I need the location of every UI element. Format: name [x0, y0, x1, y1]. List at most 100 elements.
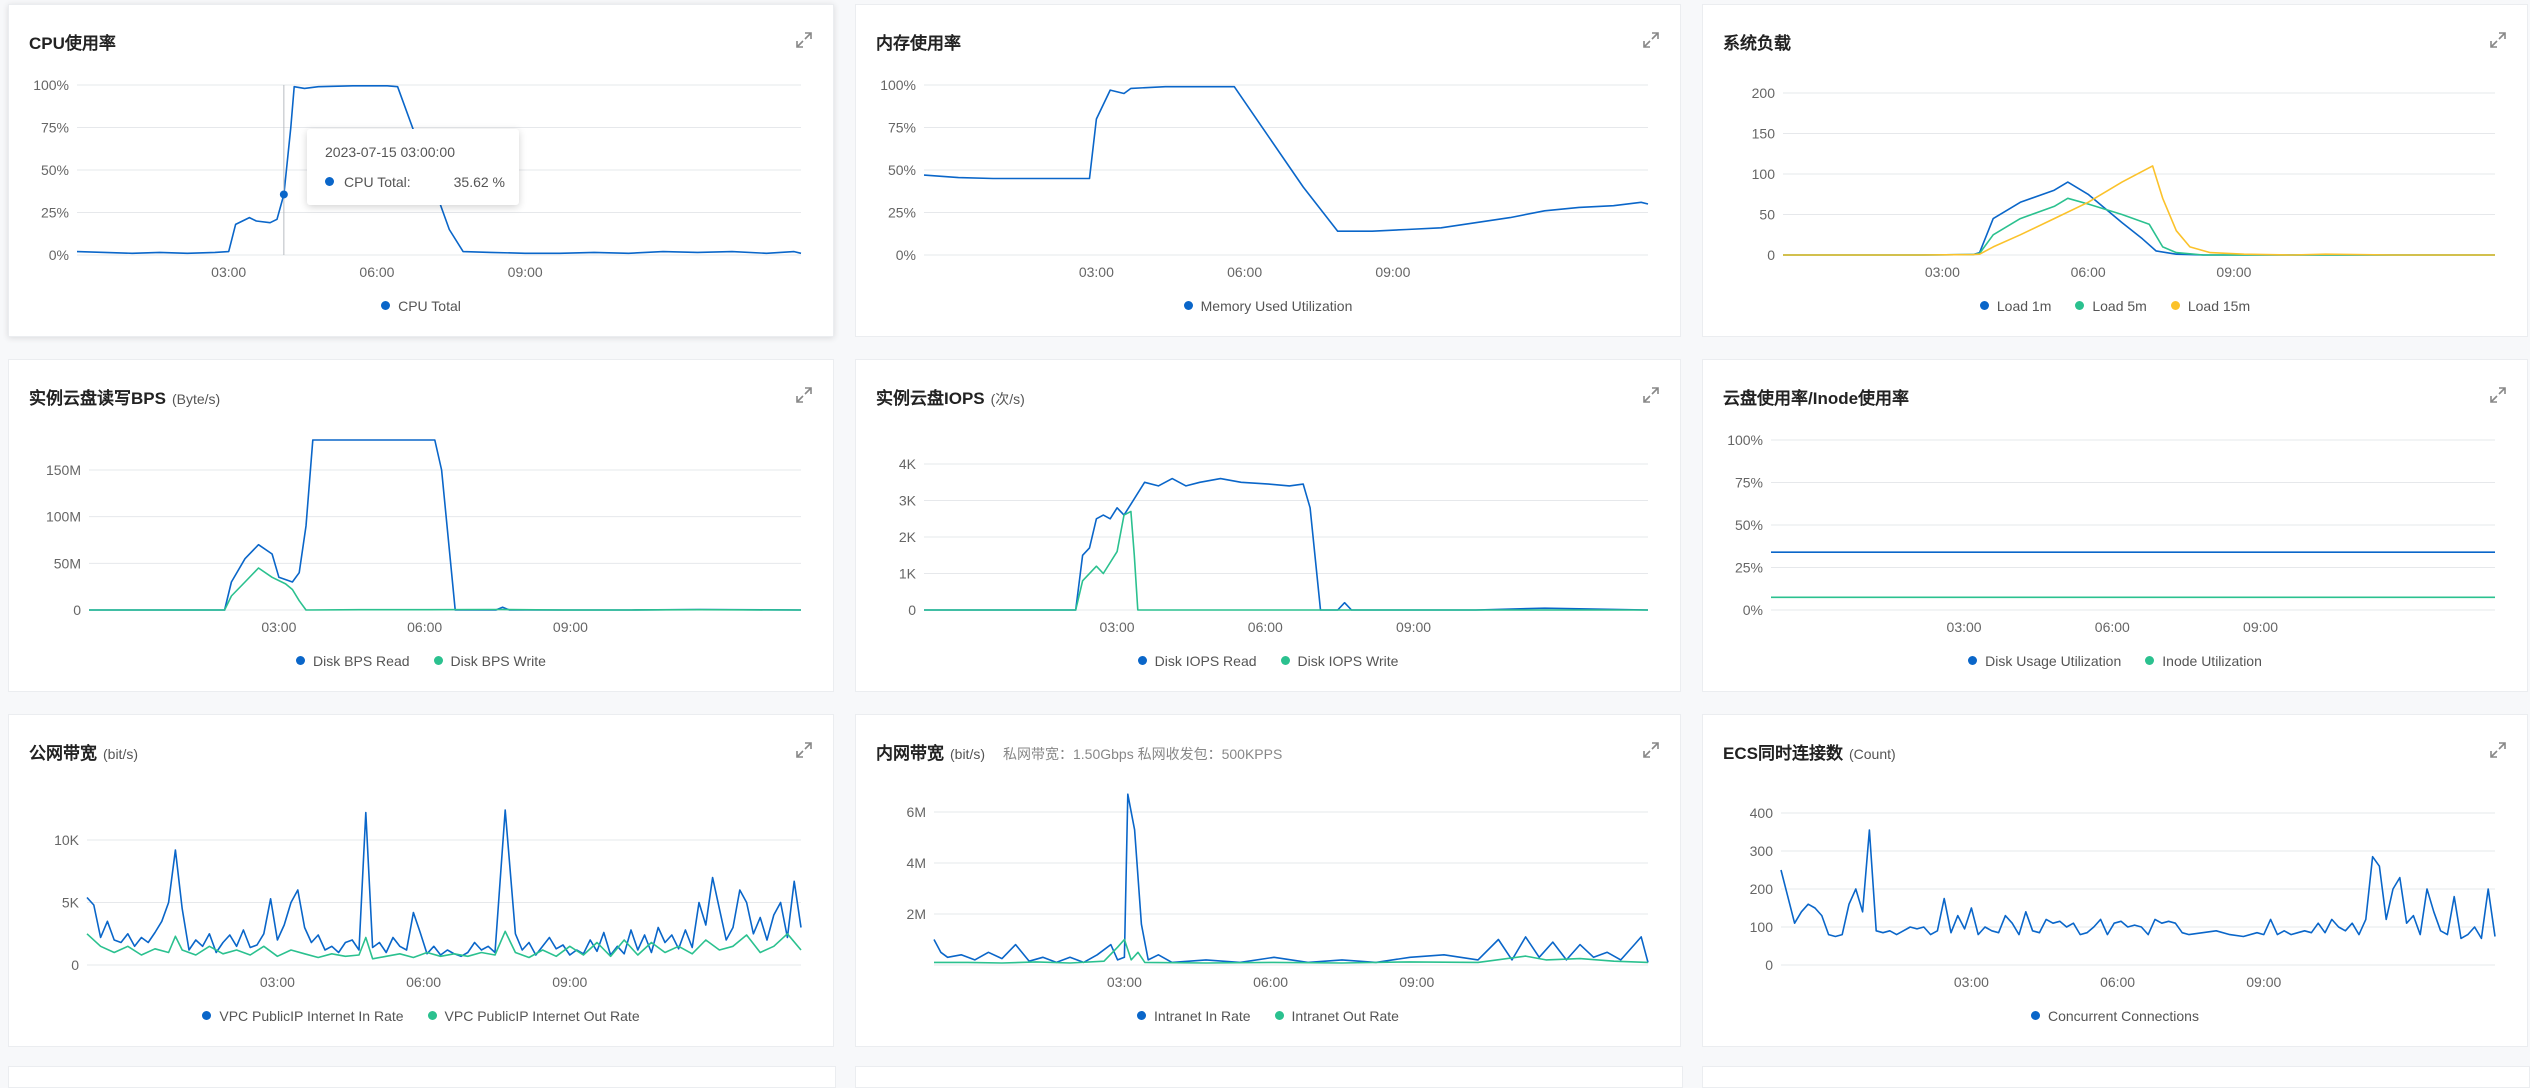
y-tick-label: 3K [899, 493, 917, 509]
chart-tooltip: 2023-07-15 03:00:00 CPU Total: 35.62 % [307, 129, 519, 205]
legend-dot [2145, 656, 2155, 665]
legend-label: Disk Usage Utilization [1985, 653, 2122, 669]
legend-dot [1968, 656, 1978, 665]
x-tick-label: 06:00 [359, 264, 394, 280]
legend-label: Disk IOPS Write [1297, 653, 1399, 669]
legend-item[interactable]: Disk BPS Read [296, 653, 410, 669]
legend-item[interactable]: Load 1m [1979, 298, 2051, 314]
disk-iops-chart: 4K 3K 2K 1K 0 03:00 06:00 09:00 [899, 456, 1649, 635]
y-tick-label: 150 [1752, 126, 1776, 142]
legend-label: Load 15m [2187, 298, 2251, 314]
panel-disk-usage: 云盘使用率/Inode使用率 100% 75% 50% 25% 0% 03:00 06:00… [1702, 359, 2528, 692]
legend-item[interactable]: Disk BPS Write [433, 653, 546, 669]
legend-dot [2170, 301, 2180, 310]
legend-item[interactable]: VPC PublicIP Internet Out Rate [427, 1008, 640, 1024]
y-tick-label: 10K [54, 832, 80, 848]
legend-label: Intranet Out Rate [1291, 1008, 1399, 1024]
expand-icon[interactable] [1642, 386, 1660, 404]
legend-dot [381, 301, 391, 310]
disk-bps-chart: 150M 100M 50M 0 03:00 06:00 09:00 [46, 439, 802, 635]
y-tick-label: 4M [907, 855, 926, 871]
legend-item[interactable]: Memory Used Utilization [1183, 298, 1352, 314]
legend-item[interactable]: Load 15m [2170, 298, 2251, 314]
expand-icon[interactable] [2489, 386, 2507, 404]
legend-dot [2031, 1011, 2040, 1020]
panel-disk-bps: 实例云盘读写BPS (Byte/s) 150M 100M 50M 0 03:00 06:00… [8, 359, 834, 692]
legend-dot [1280, 656, 1290, 665]
legend-dot [202, 1011, 212, 1020]
legend-item[interactable]: Intranet Out Rate [1274, 1008, 1399, 1024]
y-tick-label: 50% [41, 162, 69, 178]
y-tick-label: 2K [899, 529, 917, 545]
chart-legend: Disk IOPS Read Disk IOPS Write [856, 653, 1680, 669]
y-tick-label: 0 [71, 957, 79, 973]
legend-dot [1137, 656, 1147, 665]
y-tick-label: 6M [907, 804, 926, 820]
panel-title: 公网带宽 (bit/s) [29, 744, 138, 763]
y-tick-label: 25% [1735, 560, 1763, 576]
legend-item[interactable]: Disk IOPS Read [1137, 653, 1257, 669]
expand-icon[interactable] [1642, 31, 1660, 49]
legend-item[interactable]: VPC PublicIP Internet In Rate [202, 1008, 404, 1024]
panel-system-load: 系统负载 200 150 100 50 0 03:00 06:00 09:00 Load 1m… [1702, 4, 2528, 337]
expand-icon[interactable] [795, 741, 813, 759]
y-tick-label: 0% [49, 247, 69, 263]
panel-unit: (bit/s) [103, 746, 138, 762]
y-tick-label: 2M [907, 906, 926, 922]
legend-item[interactable]: CPU Total [381, 298, 461, 314]
y-tick-label: 25% [888, 205, 916, 221]
expand-icon[interactable] [1642, 741, 1660, 759]
legend-item[interactable]: Disk Usage Utilization [1968, 653, 2121, 669]
panel-unit: (Byte/s) [171, 391, 221, 407]
panel-disk-iops: 实例云盘IOPS (次/s) 4K 3K 2K 1K 0 03:00 06:00 09:00 D… [855, 359, 1681, 692]
x-tick-label: 09:00 [508, 264, 543, 280]
x-tick-label: 03:00 [1925, 264, 1960, 280]
y-tick-label: 75% [888, 120, 916, 136]
panel-title: 实例云盘IOPS (次/s) [876, 389, 1025, 408]
cpu-chart: 100% 75% 50% 25% 0% 03:00 06:00 09:00 [33, 77, 802, 280]
legend-item[interactable]: Intranet In Rate [1137, 1008, 1251, 1024]
series-line [933, 793, 1649, 964]
y-tick-label: 100 [1752, 166, 1776, 182]
expand-icon[interactable] [2489, 31, 2507, 49]
y-tick-label: 0% [1743, 602, 1763, 618]
x-tick-label: 03:00 [211, 264, 246, 280]
x-tick-label: 03:00 [1107, 974, 1142, 990]
expand-icon[interactable] [795, 386, 813, 404]
legend-dot [1979, 301, 1989, 310]
legend-item[interactable]: Load 5m [2075, 298, 2147, 314]
y-tick-label: 50M [54, 555, 81, 571]
x-tick-label: 09:00 [1396, 619, 1431, 635]
legend-label: Disk BPS Read [313, 653, 410, 669]
x-tick-label: 03:00 [1100, 619, 1135, 635]
expand-icon[interactable] [795, 31, 813, 49]
legend-item[interactable]: Disk IOPS Write [1280, 653, 1399, 669]
next-row-panel [855, 1066, 1683, 1088]
hover-point [279, 190, 288, 199]
chart-legend: CPU Total [9, 298, 833, 314]
legend-dot [2075, 301, 2085, 310]
y-tick-label: 50% [1735, 517, 1763, 533]
legend-label: Disk IOPS Read [1154, 653, 1257, 669]
y-tick-label: 100% [880, 77, 916, 93]
panel-unit: (次/s) [990, 391, 1025, 407]
panel-title: 实例云盘读写BPS (Byte/s) [29, 389, 221, 408]
tooltip-time: 2023-07-15 03:00:00 [325, 144, 455, 160]
panel-unit: (bit/s) [950, 746, 985, 762]
x-tick-label: 06:00 [407, 619, 442, 635]
legend-label: CPU Total [398, 298, 461, 314]
series-line [89, 439, 802, 611]
panel-intranet-bandwidth: 内网带宽 (bit/s) 私网带宽：1.50Gbps 私网收发包：500KPPS 6… [855, 714, 1681, 1047]
panel-title: 系统负载 [1723, 34, 1791, 53]
chart-legend: Intranet In Rate Intranet Out Rate [856, 1008, 1680, 1024]
y-tick-label: 100% [1727, 432, 1763, 448]
tooltip-series-label: CPU Total: [344, 174, 411, 190]
y-tick-label: 0 [908, 602, 916, 618]
legend-item[interactable]: Concurrent Connections [2031, 1008, 2199, 1024]
x-tick-label: 06:00 [406, 974, 441, 990]
legend-item[interactable]: Inode Utilization [2145, 653, 2262, 669]
expand-icon[interactable] [2489, 741, 2507, 759]
y-tick-label: 150M [46, 462, 81, 478]
series-line [924, 510, 1648, 611]
y-tick-label: 75% [41, 120, 69, 136]
